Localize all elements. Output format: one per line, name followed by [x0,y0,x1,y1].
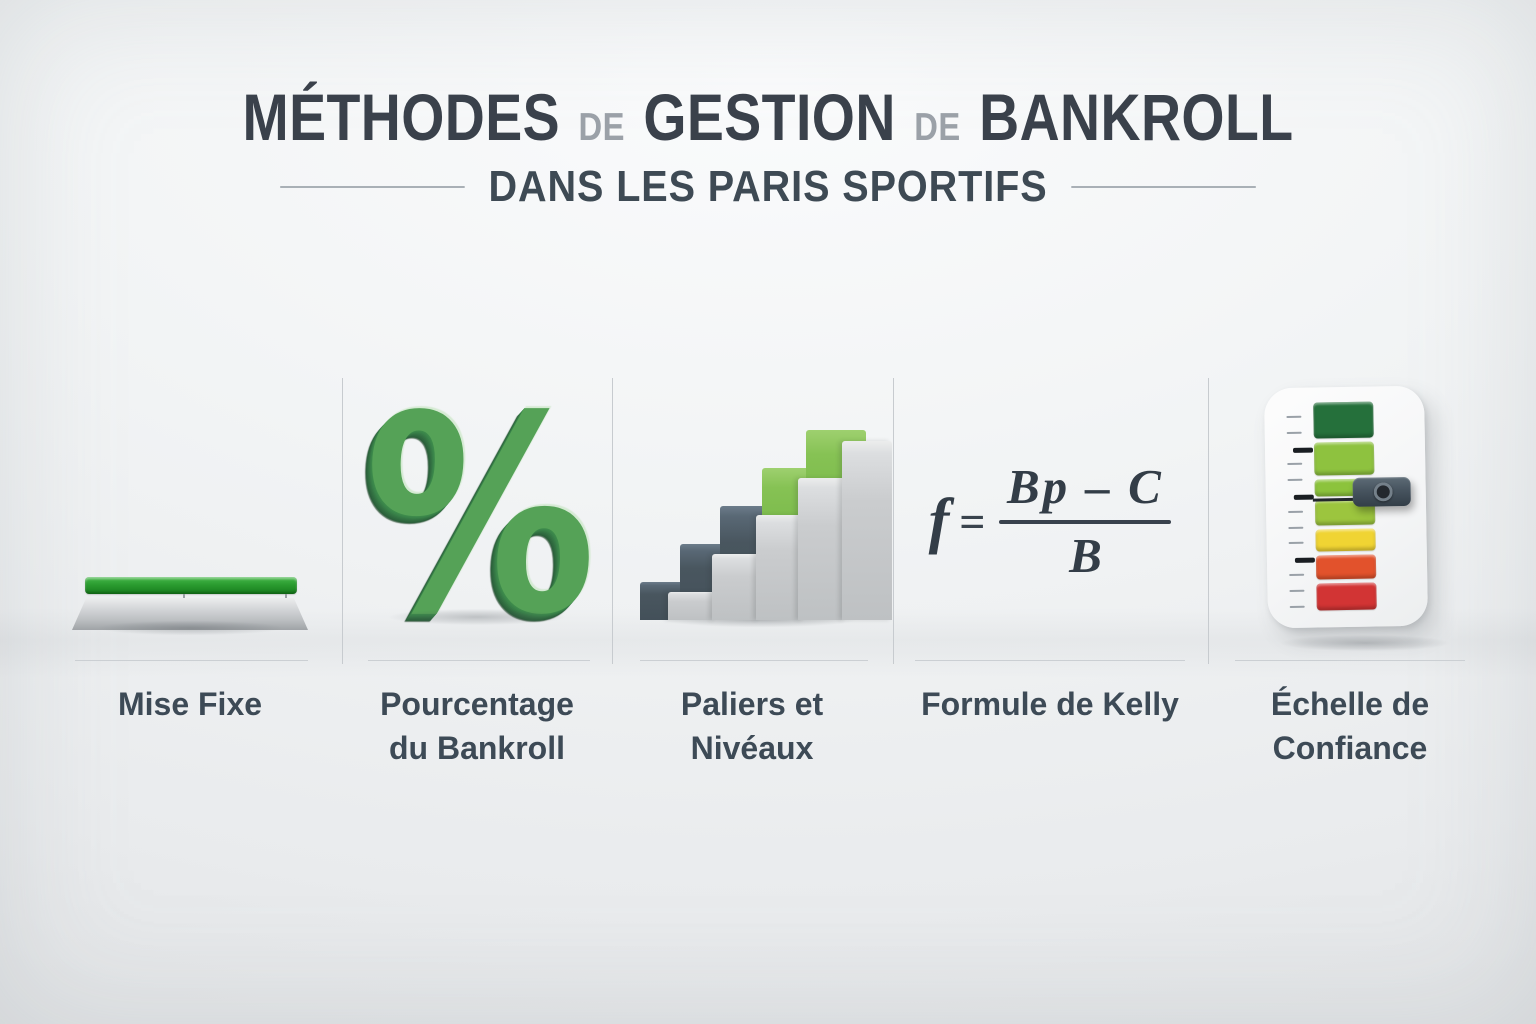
fixed-stake-platform-icon [72,570,308,632]
title-word-methodes: MÉTHODES [242,80,561,154]
column-divider [1208,378,1209,664]
label-underline [640,660,868,661]
scale-tick [1289,605,1305,608]
scale-tick [1289,573,1305,577]
scale-segment [1313,401,1374,439]
subtitle-rule-right [1070,186,1256,188]
bar-support [183,594,185,599]
subtitle-rule-left [280,186,466,188]
ground-shadow [1250,632,1480,654]
method-column-echelle: Échelle de Confiance [1200,380,1500,800]
method-label: Échelle de Confiance [1270,686,1430,766]
label-underline [75,660,308,661]
label-underline [368,660,590,661]
method-column-pourcentage: % Pourcentage du Bankroll [327,359,627,800]
percent-glyph: % [358,359,602,676]
step-block-gray [798,478,846,620]
step-block-gray [842,441,892,620]
method-column-mise-fixe: Mise Fixe [40,380,340,800]
method-label: Formule de Kelly [921,686,1179,722]
method-column-kelly: f = Bp – C B Formule de Kelly [900,380,1200,800]
scale-tick [1294,557,1315,564]
scale-tick [1288,510,1304,513]
title-word-gestion: GESTION [643,80,896,154]
scale-tick [1293,494,1314,500]
slider-knob-icon [1373,482,1393,502]
label-underline [915,660,1185,661]
kelly-formula: f = Bp – C B [900,458,1200,584]
scale-segments [1313,401,1377,615]
confidence-scale-icon [1263,385,1429,629]
scale-tick [1286,431,1302,434]
bar-support [285,594,287,599]
ascending-steps-icon [640,430,892,620]
scale-segment [1315,528,1376,552]
subtitle-text: DANS LES PARIS SPORTIFS [488,162,1048,211]
fraction-numerator: Bp – C [1007,459,1164,514]
ground-shadow [357,606,597,628]
subtitle: DANS LES PARIS SPORTIFS [77,164,1459,210]
page-title: MÉTHODES DE GESTION DE BANKROLL [123,84,1413,150]
step-block-gray [756,515,804,620]
scale-tick [1289,589,1305,592]
scale-segment [1313,441,1375,476]
title-word-de-2: DE [914,106,961,149]
platform-base [72,598,308,630]
scale-tick [1286,415,1302,419]
ground-shadow [65,618,315,638]
method-label: Mise Fixe [117,686,263,722]
slider-handle-icon [1352,476,1411,507]
fraction-denominator: B [1069,528,1102,583]
scale-ticks [1264,386,1424,608]
column-divider [342,378,343,664]
column-divider [612,378,613,664]
scale-tick [1287,463,1303,466]
formula-equals: = [959,495,986,547]
formula-lhs: f [928,486,950,555]
fixed-stake-bar [85,577,297,594]
scale-segment [1316,582,1377,611]
label-underline [1235,660,1465,661]
method-column-paliers: Paliers et Nivéaux [602,380,902,800]
step-block-gray [712,554,760,620]
percent-3d-icon: % [327,359,627,676]
method-label: Paliers et Nivéaux [680,686,824,766]
column-divider [893,378,894,664]
title-word-bankroll: BANKROLL [979,80,1294,154]
title-word-de-1: DE [578,106,625,149]
scale-tick [1288,526,1304,529]
formula-fraction: Bp – C B [999,458,1172,584]
method-label: Pourcentage du Bankroll [380,686,574,766]
scale-segment [1315,554,1377,580]
scale-tick [1292,447,1314,453]
scale-tick [1288,542,1304,545]
scale-tick [1287,478,1303,482]
fraction-bar [999,520,1172,524]
step-block-gray [668,592,716,620]
